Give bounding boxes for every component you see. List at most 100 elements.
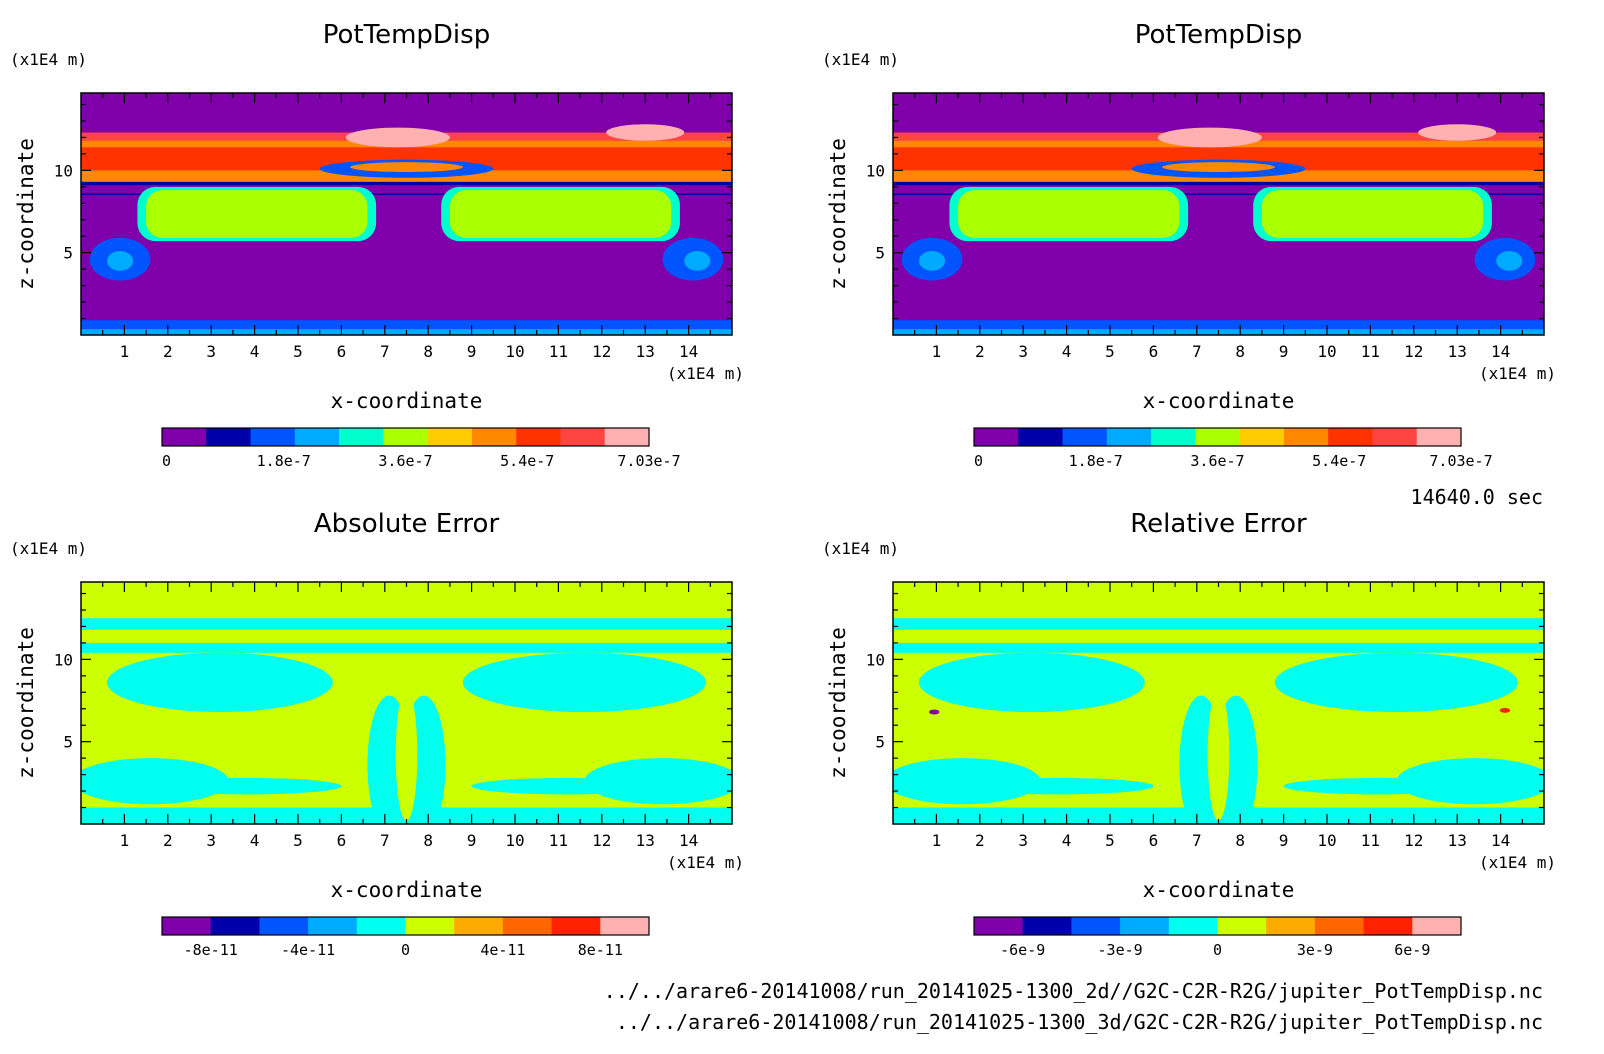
field-cap-right	[1418, 124, 1497, 141]
colorbar-swatch	[206, 428, 252, 446]
colorbar-swatch	[1106, 428, 1152, 446]
y-tick-label: 10	[54, 161, 73, 180]
colorbar-swatch	[1416, 428, 1462, 446]
x-tick-label: 9	[1279, 831, 1289, 850]
field-cap-left	[345, 127, 450, 148]
x-tick-label: 7	[380, 831, 390, 850]
colorbar-swatch	[294, 428, 340, 446]
x-tick-label: 7	[380, 342, 390, 361]
colorbar-tick-label: 1.8e-7	[1069, 452, 1123, 470]
colorbar-swatch	[1283, 428, 1329, 446]
x-tick-label: 6	[337, 342, 347, 361]
y-axis-label: z-coordinate	[826, 627, 850, 779]
x-tick-label: 3	[1018, 831, 1028, 850]
colorbar-swatch	[405, 917, 455, 935]
error-region-right	[1274, 652, 1518, 713]
x-tick-label: 13	[1448, 342, 1467, 361]
error-streak-right	[471, 777, 663, 795]
colorbar-swatch	[427, 428, 473, 446]
colorbar-tick-label: 0	[974, 452, 983, 470]
x-tick-label: 10	[1317, 831, 1336, 850]
y-unit-label: (x1E4 m)	[10, 50, 87, 69]
x-tick-label: 9	[467, 831, 477, 850]
colorbar-swatch	[1120, 917, 1170, 935]
colorbar-swatch	[308, 917, 358, 935]
x-tick-label: 11	[1361, 831, 1380, 850]
x-axis-label: x-coordinate	[331, 389, 483, 413]
chart-title: Relative Error	[1130, 509, 1307, 539]
error-region-right	[462, 652, 706, 713]
plot-area	[893, 93, 1544, 335]
colorbar-tick-label: -6e-9	[1000, 941, 1045, 959]
colorbar-swatch	[162, 428, 207, 446]
colorbar-tick-label: 4e-11	[480, 941, 525, 959]
x-tick-label: 14	[679, 342, 698, 361]
x-tick-label: 4	[1062, 342, 1072, 361]
field-mid-gap-fill	[81, 185, 732, 194]
x-unit-label: (x1E4 m)	[1479, 853, 1556, 872]
x-tick-label: 13	[1448, 831, 1467, 850]
x-tick-label: 6	[1149, 342, 1159, 361]
colorbar-swatch	[1071, 917, 1121, 935]
x-tick-label: 7	[1192, 831, 1202, 850]
colorbar-swatch	[1372, 428, 1418, 446]
colorbar-tick-label: 0	[401, 941, 410, 959]
y-tick-label: 5	[875, 244, 885, 263]
field-lobe-left	[146, 190, 368, 238]
x-tick-label: 13	[636, 342, 655, 361]
x-tick-label: 5	[293, 831, 303, 850]
x-tick-label: 8	[423, 342, 433, 361]
x-tick-label: 2	[163, 342, 173, 361]
error-band-upper-fill	[893, 629, 1544, 643]
y-tick-label: 5	[63, 244, 73, 263]
y-unit-label: (x1E4 m)	[822, 539, 899, 558]
error-region-left	[919, 652, 1145, 713]
x-tick-label: 2	[975, 831, 985, 850]
x-tick-label: 1	[932, 342, 942, 361]
x-tick-label: 9	[467, 342, 477, 361]
x-tick-label: 3	[206, 342, 216, 361]
x-tick-label: 11	[1361, 342, 1380, 361]
colorbar-swatch	[210, 917, 260, 935]
colorbar-swatch	[1266, 917, 1316, 935]
colorbar-swatch	[250, 428, 296, 446]
colorbar-swatch	[600, 917, 650, 935]
chart-title: Absolute Error	[314, 509, 500, 539]
x-tick-label: 11	[549, 342, 568, 361]
colorbar-swatch	[516, 428, 561, 446]
colorbar-tick-label: -4e-11	[281, 941, 335, 959]
colorbar-frame	[161, 916, 650, 936]
colorbar-swatch	[259, 917, 309, 935]
colorbar-tick-label: 3.6e-7	[1190, 452, 1244, 470]
x-tick-label: 14	[1491, 831, 1510, 850]
y-axis-label: z-coordinate	[14, 138, 38, 290]
y-tick-label: 10	[866, 650, 885, 669]
field-lobe-right	[449, 190, 672, 238]
x-tick-label: 4	[250, 831, 260, 850]
field-vortex-left-core	[107, 251, 134, 271]
colorbar-frame	[973, 916, 1462, 936]
colorbar-tick-label: 0	[1213, 941, 1222, 959]
x-tick-label: 5	[293, 342, 303, 361]
colorbar-tick-label: 5.4e-7	[500, 452, 554, 470]
x-tick-label: 4	[250, 342, 260, 361]
x-tick-label: 5	[1105, 831, 1115, 850]
colorbar-tick-label: 3.6e-7	[378, 452, 432, 470]
field-lobe-left	[958, 190, 1180, 238]
x-tick-label: 1	[932, 831, 942, 850]
error-spot-purple	[929, 709, 940, 715]
error-region-left	[107, 652, 333, 713]
colorbar-tick-label: 8e-11	[578, 941, 623, 959]
colorbar-tick-label: -3e-9	[1098, 941, 1143, 959]
colorbar-swatch	[1363, 917, 1413, 935]
colorbar-frame	[161, 427, 650, 447]
field-cap-right	[606, 124, 685, 141]
plot-area	[893, 582, 1544, 824]
error-streak-left	[150, 777, 342, 795]
x-tick-label: 1	[120, 342, 130, 361]
error-plume-center	[1207, 689, 1230, 821]
x-tick-label: 1	[120, 831, 130, 850]
x-tick-label: 6	[1149, 831, 1159, 850]
